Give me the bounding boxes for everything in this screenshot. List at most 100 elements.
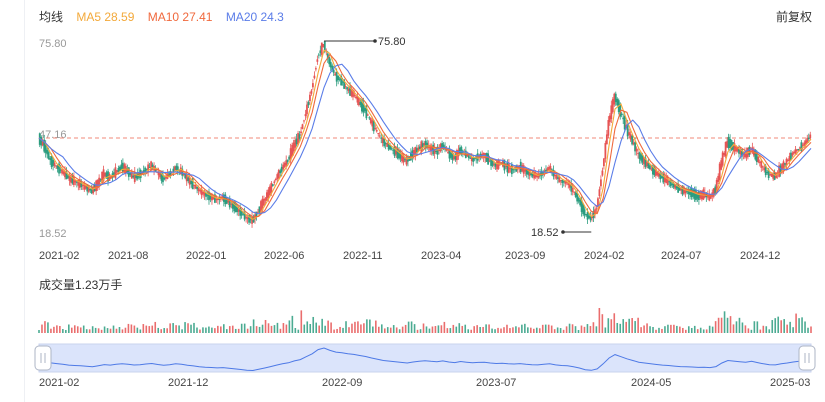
candle-body [237,209,240,212]
volume-bar [392,325,395,333]
candle-body [248,215,250,223]
volume-bar [577,329,580,333]
volume-bar [753,321,756,333]
candle-body [487,153,489,165]
volume-bar [169,323,171,333]
candle-body [741,149,743,157]
candle-body [212,196,215,200]
candle-body [800,142,803,151]
volume-bar [506,324,508,333]
candle-body [546,168,549,171]
candle-body [309,94,311,102]
candle-body [199,190,201,192]
candle-body [310,90,313,94]
volume-bar [574,326,577,333]
candle-body [427,144,430,149]
candle-body [585,214,587,216]
candle-body [767,169,770,179]
volume-bar [568,323,571,333]
candle-body [317,54,320,56]
candle-body [347,88,350,91]
candle-body [643,157,645,165]
candle-body [96,179,99,189]
candle-body [378,135,381,137]
volume-bar [431,326,434,333]
candle-body [344,86,347,88]
candle-body [233,202,236,212]
candle-body [160,172,163,181]
volume-bar [723,311,726,333]
candle-body [778,165,780,177]
candle-body [717,175,720,182]
volume-bar [380,324,383,333]
candle-body [797,148,800,150]
volume-bar [133,325,136,333]
volume-bar [401,326,404,333]
volume-bar [276,322,279,333]
candle-body [191,178,194,190]
volume-bar [258,326,261,333]
volume-bar [583,326,586,333]
ref-line-label: 47.16 [39,129,67,141]
candle-body [41,141,44,146]
volume-bar [610,319,613,333]
volume-bar [103,326,106,333]
candle-body [98,177,101,186]
volume-bar [696,329,699,333]
candle-body [208,191,210,201]
volume-bar [741,322,744,333]
volume-bar [50,328,52,333]
volume-bar [130,324,133,333]
volume-bar [363,323,365,333]
forward-adjust-button[interactable]: 前复权 [775,10,812,24]
volume-bar [300,310,303,333]
candle-body [102,169,105,181]
candle-body [604,142,607,159]
volume-bar [673,324,675,333]
volume-bar [515,326,517,333]
volume-bar [774,318,777,333]
candle-body [412,149,415,156]
candle-body [279,170,282,174]
candle-body [316,59,319,62]
candle-body [396,148,399,159]
candle-body [240,210,243,216]
volume-bar [789,321,791,333]
candle-body [533,172,536,179]
candle-body [104,172,106,177]
candle-body [230,203,233,205]
navigator-tick-label: 2021-12 [168,377,209,389]
volume-bar [503,327,505,333]
navigator-tick-label: 2024-05 [631,377,672,389]
candle-body [721,152,724,166]
volume-bar [208,326,210,333]
volume-bar [705,329,708,333]
candle-body [433,147,436,154]
candle-body [384,142,387,145]
candle-body [619,103,622,117]
candle-body [371,120,374,127]
candle-body [363,108,366,112]
volume-bar [676,325,678,333]
volume-bar [544,324,547,333]
volume-bar [443,321,446,333]
candle-body [123,164,126,173]
candle-body [441,143,443,149]
volume-bar [324,325,326,333]
candle-body [346,87,348,90]
candle-body [491,160,494,166]
candle-body [404,159,406,161]
candle-body [706,195,709,198]
volume-bar [807,327,809,333]
volume-bar [452,324,455,333]
volume-bar [178,325,180,333]
volume-bar [88,329,91,333]
candle-body [326,53,329,59]
navigator[interactable] [39,343,811,373]
volume-bar [646,323,648,333]
candle-body [548,167,550,171]
volume-bar [777,316,780,333]
candle-body [263,198,265,206]
volume-bar [685,329,687,333]
candle-body [418,146,421,149]
